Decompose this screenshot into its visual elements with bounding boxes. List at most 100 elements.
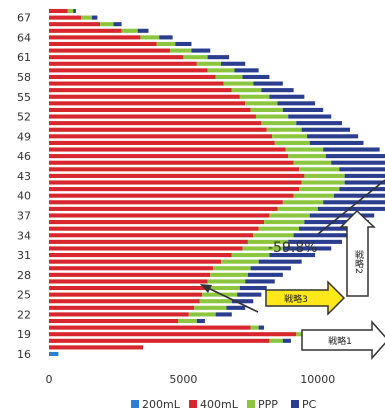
bar-segment-ppp-age-61: [183, 55, 208, 60]
bar-segment-ppp-age-46: [288, 154, 326, 159]
legend-swatch: [131, 400, 139, 408]
bar-segment-pc-age-29: [250, 266, 291, 271]
legend-swatch: [189, 400, 197, 408]
bar-segment-pc-age-62: [191, 48, 211, 53]
bar-segment-pc-age-21: [196, 318, 205, 324]
bar-segment-400ml-age-55: [49, 94, 240, 99]
bar-segment-pc-age-64: [159, 35, 173, 40]
annotation-group: -59.8% 戦略2 戦略3 戦略1: [200, 179, 385, 360]
bar-segment-ppp-age-34: [253, 233, 294, 238]
strategy3-arrow: [265, 280, 346, 316]
bar-segment-ppp-age-66: [100, 22, 114, 27]
bar-segment-pc-age-55: [269, 94, 305, 99]
bar-segment-400ml-age-59: [49, 68, 208, 73]
bar-segment-ppp-age-68: [67, 8, 74, 14]
bar-segment-pc-age-44: [339, 167, 385, 172]
bar-segment-ppp-age-45: [293, 160, 332, 165]
y-tick-label: 49: [17, 130, 31, 143]
y-tick-label: 28: [17, 269, 31, 282]
bar-segment-ppp-age-28: [210, 272, 248, 277]
bar-segment-ppp-age-52: [255, 114, 289, 119]
x-axis-ticks: 0 5000 10000: [46, 373, 336, 386]
bar-segment-400ml-age-33: [49, 239, 248, 244]
bar-segment-pc-age-23: [226, 305, 246, 310]
bar-segment-ppp-age-31: [231, 253, 270, 258]
bar-segment-400ml-age-65: [49, 28, 122, 33]
y-tick-label: 31: [17, 249, 31, 262]
bar-segment-pc-age-66: [113, 22, 122, 27]
bar-segment-pc-age-68: [73, 8, 76, 14]
bar-segment-400ml-age-21: [49, 318, 179, 324]
bar-segment-ppp-age-62: [169, 48, 192, 53]
bar-segment-400ml-age-24: [49, 299, 200, 304]
bar-segment-pc-age-33: [288, 239, 342, 244]
bar-segment-ppp-age-59: [207, 68, 235, 73]
bar-segment-400ml-age-30: [49, 259, 222, 264]
x-tick-label: 5000: [169, 373, 197, 386]
bar-segment-400ml-age-34: [49, 233, 254, 238]
bar-segment-ppp-age-18: [269, 338, 283, 343]
y-tick-label: 55: [17, 91, 31, 104]
bar-segment-pc-age-49: [307, 134, 359, 139]
bar-segment-400ml-age-66: [49, 22, 101, 27]
bar-segment-ppp-age-33: [247, 239, 289, 244]
bar-segment-400ml-age-67: [49, 15, 82, 20]
bar-segment-400ml-age-58: [49, 74, 216, 80]
bar-segment-400ml-age-19: [49, 332, 297, 337]
bar-segment-400ml-age-18: [49, 338, 270, 343]
diagonal-arrow-lower-head: [200, 284, 212, 293]
legend: 200mL 400mL PPP PC: [131, 398, 317, 411]
y-tick-label: 37: [17, 209, 31, 222]
bar-segment-400ml-age-35: [49, 226, 259, 231]
bar-segment-400ml-age-57: [49, 81, 224, 86]
bar-segment-pc-age-48: [309, 140, 364, 145]
bar-segment-400ml-age-39: [49, 200, 283, 205]
bar-segment-400ml-age-22: [49, 312, 189, 317]
bar-segment-400ml-age-17: [49, 345, 144, 350]
bar-segment-400ml-age-47: [49, 147, 286, 152]
bar-segment-ppp-age-23: [194, 305, 227, 310]
bar-segment-pc-age-50: [301, 127, 351, 132]
bar-segment-ppp-age-67: [81, 15, 93, 20]
bar-segment-pc-age-25: [237, 292, 262, 297]
bar-segment-200ml-age-16: [49, 351, 59, 357]
bar-segment-400ml-age-63: [49, 41, 157, 47]
y-tick-label: 52: [17, 111, 31, 124]
bar-segment-pc-age-57: [253, 81, 283, 86]
bar-segment-pc-age-24: [231, 299, 254, 304]
percent-change-label: -59.8%: [268, 240, 318, 256]
legend-label: 400mL: [200, 398, 239, 411]
bar-segment-400ml-age-53: [49, 107, 251, 112]
bar-segment-400ml-age-50: [49, 127, 267, 132]
bar-segment-400ml-age-29: [49, 266, 213, 271]
x-tick-label: 10000: [300, 373, 335, 386]
bar-segment-ppp-age-35: [258, 226, 299, 231]
x-tick-label: 0: [46, 373, 53, 386]
bar-segment-ppp-age-56: [231, 88, 262, 93]
bar-segment-400ml-age-62: [49, 48, 170, 53]
bar-segment-ppp-age-36: [264, 220, 305, 225]
bar-segment-pc-age-28: [247, 272, 283, 277]
y-tick-label: 67: [17, 12, 31, 25]
bar-segment-400ml-age-41: [49, 187, 299, 192]
bar-segment-pc-age-30: [258, 259, 302, 264]
bar-segment-400ml-age-26: [49, 285, 205, 291]
bar-segment-pc-age-51: [296, 121, 342, 126]
diagonal-arrow-upper: [317, 179, 385, 235]
bar-segment-ppp-age-57: [223, 81, 254, 86]
bar-segment-400ml-age-28: [49, 272, 211, 277]
bar-segment-ppp-age-55: [239, 94, 270, 99]
bar-segment-pc-age-47: [323, 147, 380, 152]
bar-segment-pc-age-34: [293, 233, 351, 238]
legend-label: PPP: [258, 398, 278, 411]
bar-segment-pc-age-53: [282, 107, 324, 112]
bar-segment-400ml-age-48: [49, 140, 275, 145]
bar-segment-ppp-age-29: [212, 266, 251, 271]
bar-segment-pc-age-63: [175, 41, 192, 47]
bar-segment-ppp-age-21: [178, 318, 197, 324]
bar-segment-pc-age-18: [282, 338, 291, 343]
bar-segment-ppp-age-48: [274, 140, 310, 145]
bar-segment-ppp-age-37: [269, 213, 310, 218]
strategy3-label: 戦略3: [284, 293, 308, 305]
bar-segment-400ml-age-54: [49, 101, 246, 106]
